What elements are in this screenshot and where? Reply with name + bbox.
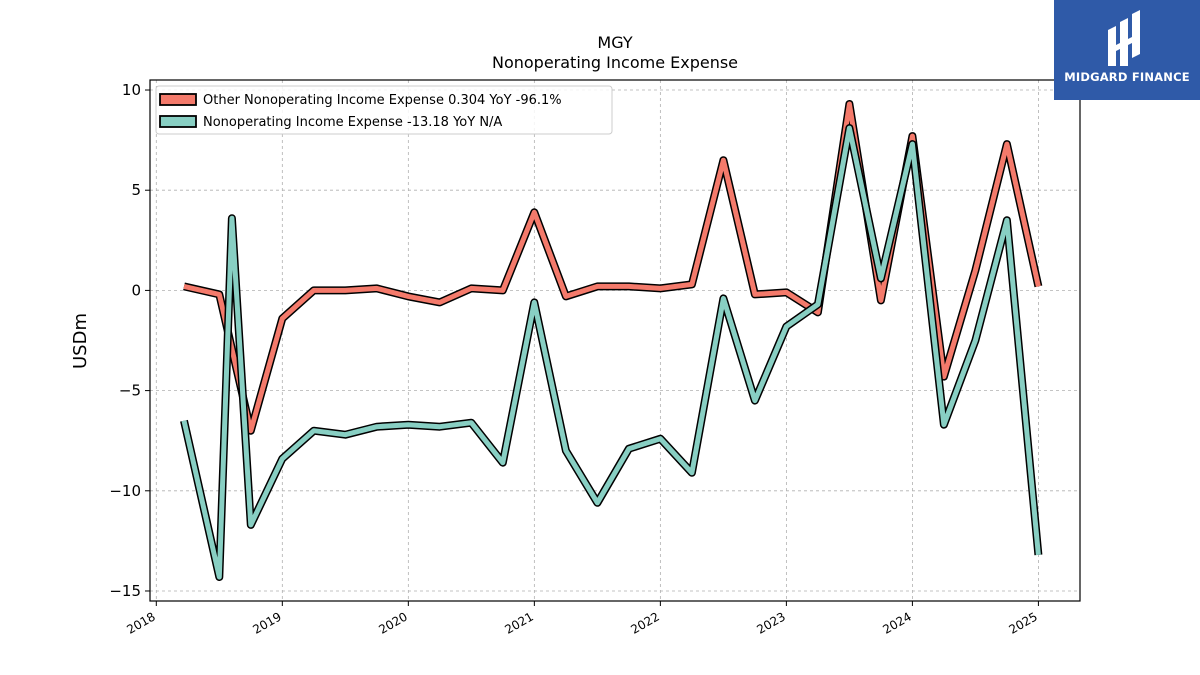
logo-text: MIDGARD FINANCE (1064, 70, 1190, 84)
legend-swatch (159, 93, 197, 106)
x-tick-label: 2023 (754, 609, 787, 636)
x-tick-label: 2021 (502, 609, 535, 636)
series-line-2 (180, 124, 1043, 581)
x-tick-label: 2020 (376, 609, 409, 636)
plot-frame (149, 79, 1081, 602)
y-tick-label: 10 (122, 81, 141, 99)
legend-swatch (159, 115, 197, 128)
y-tick-label: −10 (109, 482, 141, 500)
x-axis: 2018 2019 2020 2021 2022 2023 2024 2025 (124, 601, 1040, 637)
chart-subtitle: Nonoperating Income Expense (492, 53, 738, 72)
y-axis-label: USDm (70, 313, 91, 369)
chart-title: MGY (597, 33, 632, 52)
series-stroke (181, 125, 1041, 580)
y-tick-label: 0 (131, 281, 141, 299)
x-tick-label: 2018 (124, 609, 157, 636)
y-axis: 10 5 0 −5 −10 −15 (109, 81, 150, 600)
series-outline (180, 124, 1043, 581)
series-lines (180, 100, 1043, 581)
legend-box (155, 85, 613, 135)
x-tick-label: 2019 (250, 609, 283, 636)
x-tick-label: 2022 (628, 609, 661, 636)
midgard-logo-icon (1108, 10, 1140, 66)
y-tick-label: −15 (109, 582, 141, 600)
legend-entry: Other Nonoperating Income Expense 0.304 … (203, 93, 562, 108)
legend-entry: Nonoperating Income Expense -13.18 YoY N… (203, 115, 502, 130)
y-tick-label: 5 (131, 181, 141, 199)
legend: Other Nonoperating Income Expense 0.304 … (155, 85, 613, 135)
y-tick-label: −5 (119, 382, 141, 400)
x-tick-label: 2025 (1006, 609, 1039, 636)
x-tick-label: 2024 (880, 609, 913, 636)
midgard-finance-logo: MIDGARD FINANCE (1054, 0, 1200, 100)
